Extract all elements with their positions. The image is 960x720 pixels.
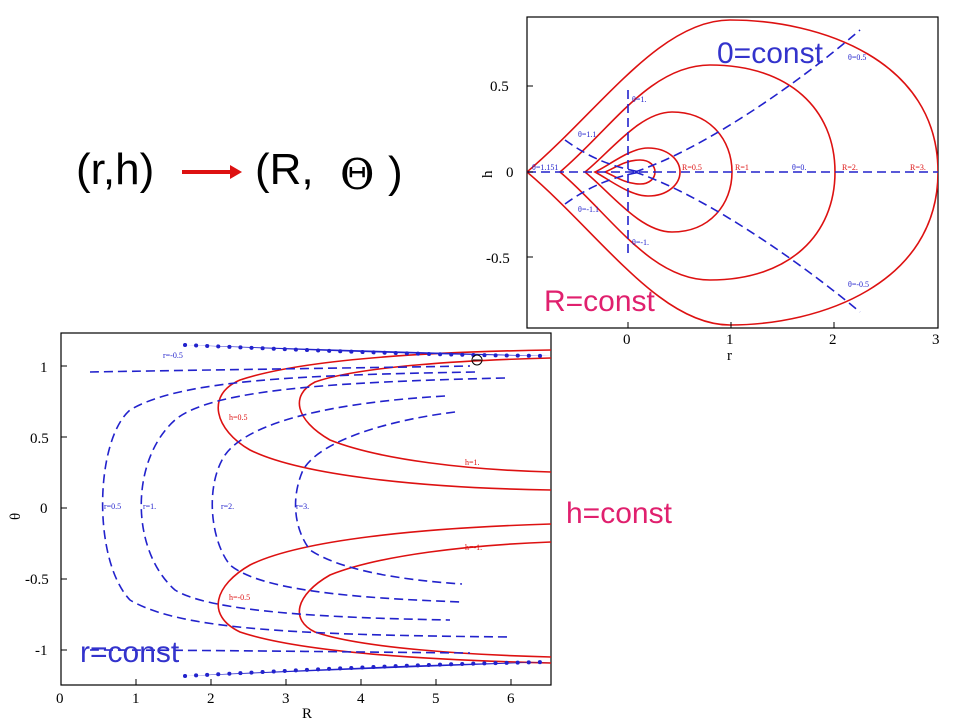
label-r-3: r=3. [296, 502, 309, 511]
dotted-boundary-top [183, 343, 551, 358]
label-R-3: R=3. [910, 163, 926, 172]
h-const-curve-0-5 [217, 349, 551, 491]
theta-const-annotation: 0=const [717, 37, 823, 70]
rh-ytick-neg-0-5: -0.5 [486, 251, 510, 267]
label-r-2: r=2. [221, 502, 234, 511]
rh-xtick-0: 0 [623, 332, 631, 348]
Rt-ytick-0: 0 [40, 501, 48, 517]
label-theta-neg-0-5: θ=-0.5 [848, 280, 869, 289]
Rt-xtick-0: 0 [56, 691, 64, 707]
h-const-curve-neg-1 [298, 541, 551, 658]
R-theta-plot-frame [60, 332, 552, 686]
rh-ytick-0-5: 0.5 [490, 79, 509, 95]
r-const-curve-0-5 [593, 147, 681, 197]
label-theta-1-1: θ=1.1 [578, 130, 596, 139]
mapping-close-paren: ) [388, 148, 403, 197]
Rt-xtick-2: 2 [207, 691, 215, 707]
mapping-from-label: (r,h) [76, 145, 155, 194]
mapping-to-label: (R, [255, 145, 314, 194]
label-theta-0: θ=0. [792, 163, 806, 172]
theta-const-line-neg-0-5 [634, 171, 861, 313]
Rt-xtick-6: 6 [507, 691, 515, 707]
Rt-ytick-neg-1: -1 [35, 643, 48, 659]
mapping-theta-symbol: Θ [340, 150, 375, 199]
label-theta-neg-1: θ=-1. [632, 238, 649, 247]
label-r-0-5: r=0.5 [104, 502, 121, 511]
label-r-1: r=1. [143, 502, 156, 511]
label-theta-0-5: θ=0.5 [848, 53, 866, 62]
label-R-0-5: R=0.5 [682, 163, 702, 172]
h-const-curve-neg-0-5 [217, 523, 551, 664]
rh-xlabel: r [727, 348, 732, 364]
h-const-curve-1 [298, 357, 551, 473]
Rt-ytick-0-5: 0.5 [30, 431, 49, 447]
r-const-curve-1 [583, 111, 733, 233]
theta-const-line-neg-1-1 [564, 171, 641, 205]
r-const-curve-1 [140, 377, 506, 621]
dotted-boundary-bottom [183, 660, 551, 678]
label-h-neg-1: h=-1. [465, 543, 482, 552]
r-const-curve-small [602, 159, 656, 185]
rh-xtick-3: 3 [932, 332, 940, 348]
label-h-neg-0-5: h=-0.5 [229, 593, 250, 602]
Rt-xlabel: R [302, 706, 312, 720]
label-h-1: h=1. [465, 458, 480, 467]
Rt-ylabel: θ [8, 513, 24, 520]
mapping-arrow-icon [182, 165, 242, 179]
theta-const-line-1-1 [564, 139, 641, 173]
rh-ylabel: h [480, 170, 496, 178]
Rt-xtick-5: 5 [432, 691, 440, 707]
r-const-annotation: r=const [80, 636, 180, 669]
Rt-ytick-neg-0-5: -0.5 [25, 572, 49, 588]
r-const-curve-2 [211, 395, 463, 603]
r-const-curve-neg-0-5-top [89, 365, 471, 373]
label-h-0-5: h=0.5 [229, 413, 248, 422]
label-theta-1151: θ=1.151 [532, 163, 558, 172]
r-const-curve-0-5 [101, 371, 511, 638]
label-R-2: R=2. [842, 163, 858, 172]
label-theta-1: θ=1. [632, 95, 646, 104]
R-const-annotation: R=const [544, 285, 655, 318]
Rt-ytick-1: 1 [40, 360, 48, 376]
label-theta-neg-1-1: θ=-1.1 [578, 205, 599, 214]
h-const-annotation: h=const [566, 497, 672, 530]
rh-ytick-0: 0 [506, 165, 514, 181]
label-r-neg-0-5: r=-0.5 [163, 351, 183, 360]
r-const-curve-3 [294, 411, 463, 585]
rh-xtick-1: 1 [726, 332, 734, 348]
theta-marker-icon [471, 354, 483, 366]
rh-xtick-2: 2 [829, 332, 837, 348]
label-R-1: R=1 [735, 163, 749, 172]
r-const-curve-2 [558, 64, 836, 281]
Rt-xtick-1: 1 [132, 691, 140, 707]
Rt-xtick-4: 4 [357, 691, 365, 707]
Rt-xtick-3: 3 [282, 691, 290, 707]
